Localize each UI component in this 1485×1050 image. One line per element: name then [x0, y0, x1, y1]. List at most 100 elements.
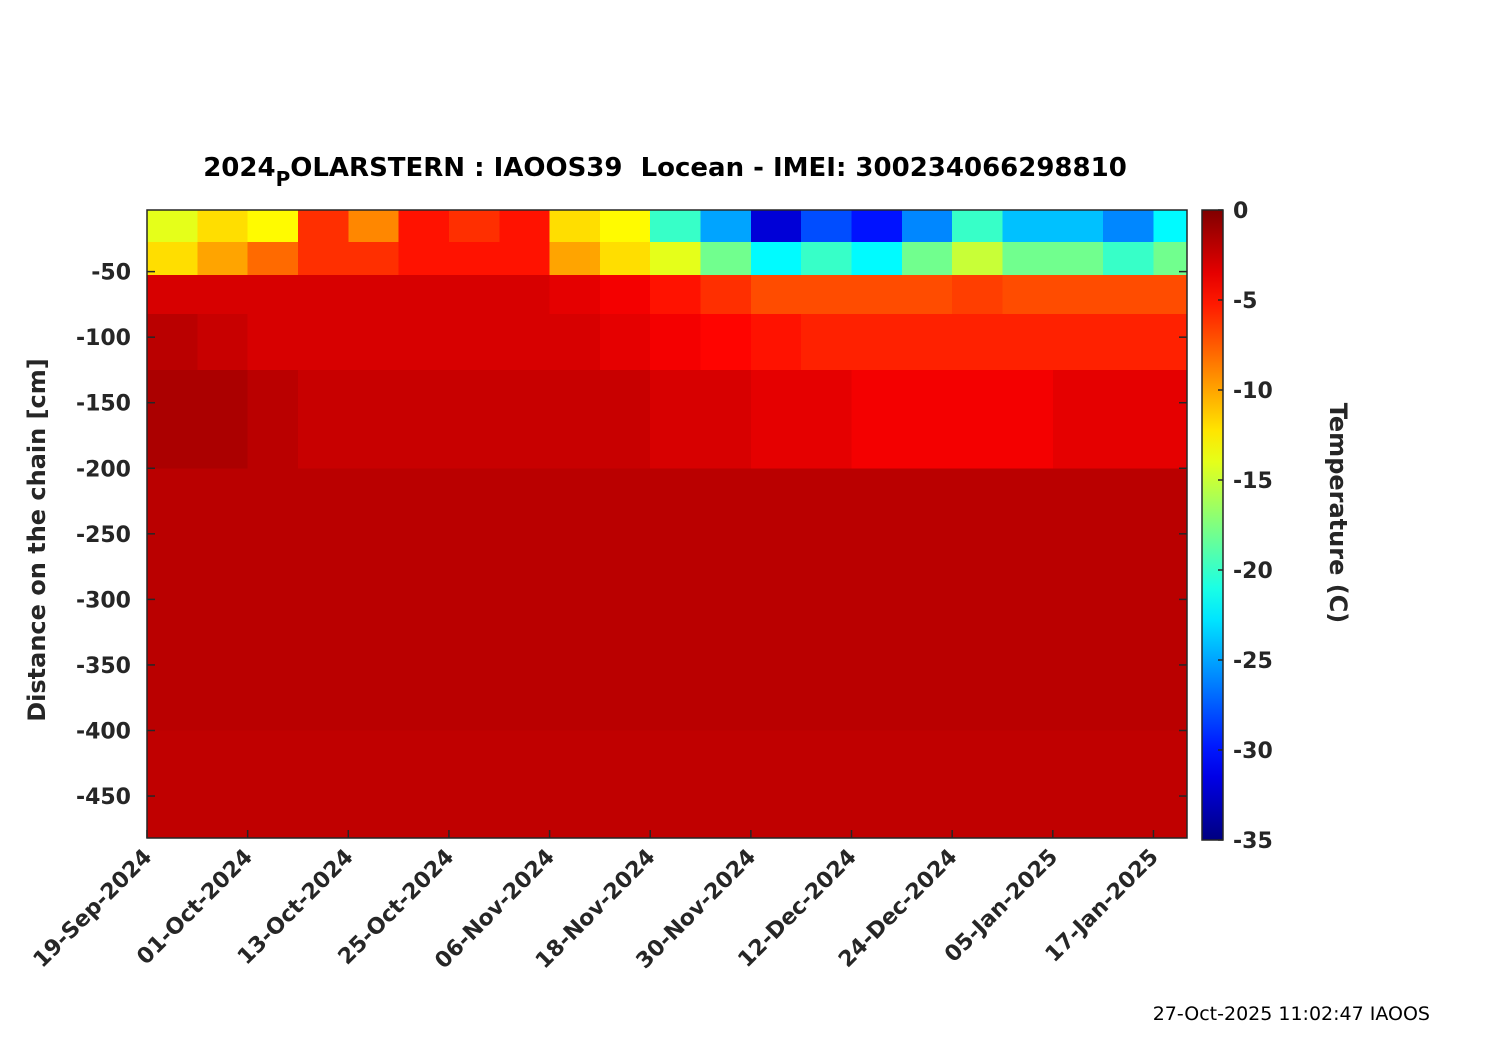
heat-cell — [801, 730, 853, 839]
heat-cell — [901, 599, 953, 731]
heat-cell — [247, 274, 299, 315]
heat-cell — [499, 730, 551, 839]
colorbar-label: Temperature (C) — [1324, 403, 1352, 624]
heat-cell — [1052, 242, 1104, 276]
heat-cell — [247, 242, 299, 276]
heat-cell — [801, 274, 853, 315]
heat-cell — [197, 242, 249, 276]
heat-cell — [952, 274, 1003, 315]
heat-cell — [650, 242, 702, 276]
heat-cell — [247, 314, 299, 371]
heat-cell — [549, 274, 601, 315]
heat-cell — [348, 369, 400, 469]
heat-cell — [750, 210, 802, 243]
heat-cell — [700, 369, 752, 469]
heat-cell — [1153, 274, 1188, 315]
heat-cell — [750, 274, 802, 315]
heat-cell — [1052, 314, 1104, 371]
heat-cell — [549, 599, 601, 731]
heat-cell — [1103, 274, 1154, 315]
heat-cell — [197, 274, 249, 315]
heat-cell — [901, 369, 953, 469]
heat-cell — [297, 274, 349, 315]
heat-cell — [147, 369, 198, 469]
colorbar-tick-label: -5 — [1233, 289, 1257, 314]
heat-cell — [801, 210, 853, 243]
heat-cell — [1103, 210, 1154, 243]
heat-cell — [801, 314, 853, 371]
heat-cell — [599, 468, 651, 600]
heat-cell — [1002, 274, 1054, 315]
y-tick-label: -50 — [91, 261, 131, 286]
heat-cell — [1103, 369, 1154, 469]
heat-cell — [297, 599, 349, 731]
colorbar-tick-label: -25 — [1233, 649, 1273, 674]
heat-cell — [348, 242, 400, 276]
heat-cell — [197, 599, 249, 731]
heat-cell — [398, 730, 450, 839]
heat-cell — [851, 369, 903, 469]
heat-cell — [1052, 274, 1104, 315]
heat-cell — [1153, 242, 1188, 276]
colorbar-tick-label: -10 — [1233, 379, 1273, 404]
heat-cell — [448, 369, 500, 469]
heat-cell — [398, 274, 450, 315]
heat-cell — [851, 242, 903, 276]
heat-cell — [952, 314, 1003, 371]
heat-cell — [1002, 242, 1054, 276]
heat-cell — [599, 274, 651, 315]
heat-cell — [700, 314, 752, 371]
y-tick-label: -400 — [76, 719, 131, 744]
heat-cell — [549, 210, 601, 243]
heat-cell — [247, 369, 299, 469]
heat-cell — [297, 242, 349, 276]
heat-cell — [801, 468, 853, 600]
heat-cell — [247, 468, 299, 600]
heat-cell — [650, 274, 702, 315]
heat-cell — [952, 730, 1003, 839]
heat-cell — [650, 468, 702, 600]
y-axis-label: Distance on the chain [cm] — [23, 358, 51, 722]
footer: 27-Oct-2025 11:02:47 IAOOS — [1153, 1003, 1430, 1025]
heat-cell — [297, 210, 349, 243]
heat-cell — [448, 210, 500, 243]
heat-cell — [750, 242, 802, 276]
heat-cell — [398, 314, 450, 371]
heat-cell — [599, 314, 651, 371]
heat-cell — [448, 314, 500, 371]
heat-cell — [147, 730, 198, 839]
heat-cell — [650, 599, 702, 731]
heat-cell — [549, 314, 601, 371]
heat-cell — [599, 210, 651, 243]
heat-cell — [650, 369, 702, 469]
heat-cell — [901, 314, 953, 371]
heat-cell — [1002, 468, 1054, 600]
heat-cell — [901, 274, 953, 315]
heat-cell — [750, 730, 802, 839]
heat-cell — [599, 242, 651, 276]
heat-cell — [750, 468, 802, 600]
heat-cell — [197, 730, 249, 839]
y-tick-label: -150 — [76, 392, 131, 417]
heat-cell — [1002, 599, 1054, 731]
heat-cell — [901, 468, 953, 600]
heat-cell — [801, 242, 853, 276]
heat-cell — [147, 210, 198, 243]
heat-cell — [448, 468, 500, 600]
heat-cell — [650, 210, 702, 243]
heat-cell — [599, 730, 651, 839]
heat-cell — [650, 314, 702, 371]
colorbar — [1201, 209, 1224, 841]
heat-cell — [297, 468, 349, 600]
heat-cell — [1103, 314, 1154, 371]
heat-cell — [549, 468, 601, 600]
heat-cell — [599, 599, 651, 731]
heat-cell — [1052, 599, 1104, 731]
heat-cell — [851, 314, 903, 371]
heat-cell — [448, 274, 500, 315]
heat-cell — [952, 210, 1003, 243]
heat-cell — [348, 599, 400, 731]
heat-cell — [549, 730, 601, 839]
plot-frame — [146, 209, 1188, 839]
heat-cell — [952, 599, 1003, 731]
